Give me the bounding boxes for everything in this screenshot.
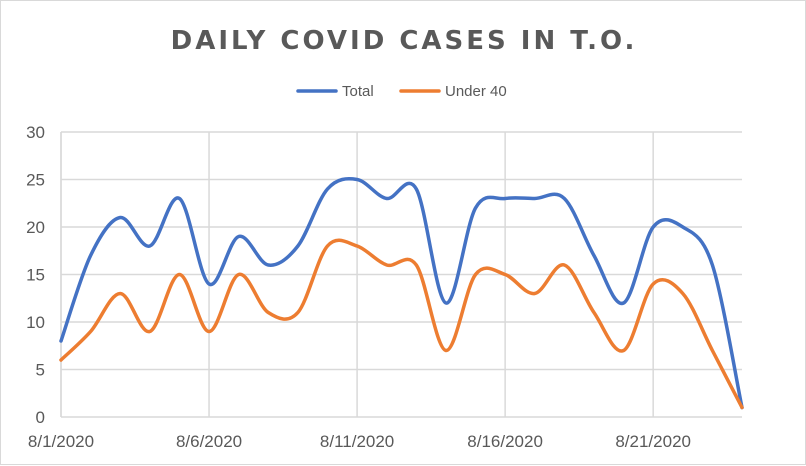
x-tick-label: 8/6/2020 <box>176 432 242 451</box>
series-lines <box>59 177 744 410</box>
series-line-under-40 <box>59 238 744 410</box>
y-axis-ticks: 0 5 10 15 20 25 30 <box>26 123 45 427</box>
x-tick-label: 8/21/2020 <box>615 432 691 451</box>
y-tick-label: 20 <box>26 218 45 237</box>
y-tick-label: 10 <box>26 313 45 332</box>
x-tick-label: 8/1/2020 <box>28 432 94 451</box>
y-tick-label: 30 <box>26 123 45 142</box>
legend-label: Under 40 <box>445 83 507 100</box>
series-line-total <box>59 177 744 410</box>
y-tick-label: 15 <box>26 266 45 285</box>
legend-label: Total <box>342 83 374 100</box>
y-tick-label: 5 <box>36 361 45 380</box>
x-tick-label: 8/16/2020 <box>467 432 543 451</box>
chart-title: DAILY COVID CASES IN T.O. <box>171 26 638 56</box>
y-tick-label: 0 <box>36 408 45 427</box>
y-tick-label: 25 <box>26 171 45 190</box>
x-tick-label: 8/11/2020 <box>320 432 394 451</box>
legend: Total Under 40 <box>296 83 507 100</box>
x-axis-ticks: 8/1/2020 8/6/2020 8/11/2020 8/16/2020 8/21/2… <box>28 432 691 451</box>
gridlines <box>60 131 742 418</box>
